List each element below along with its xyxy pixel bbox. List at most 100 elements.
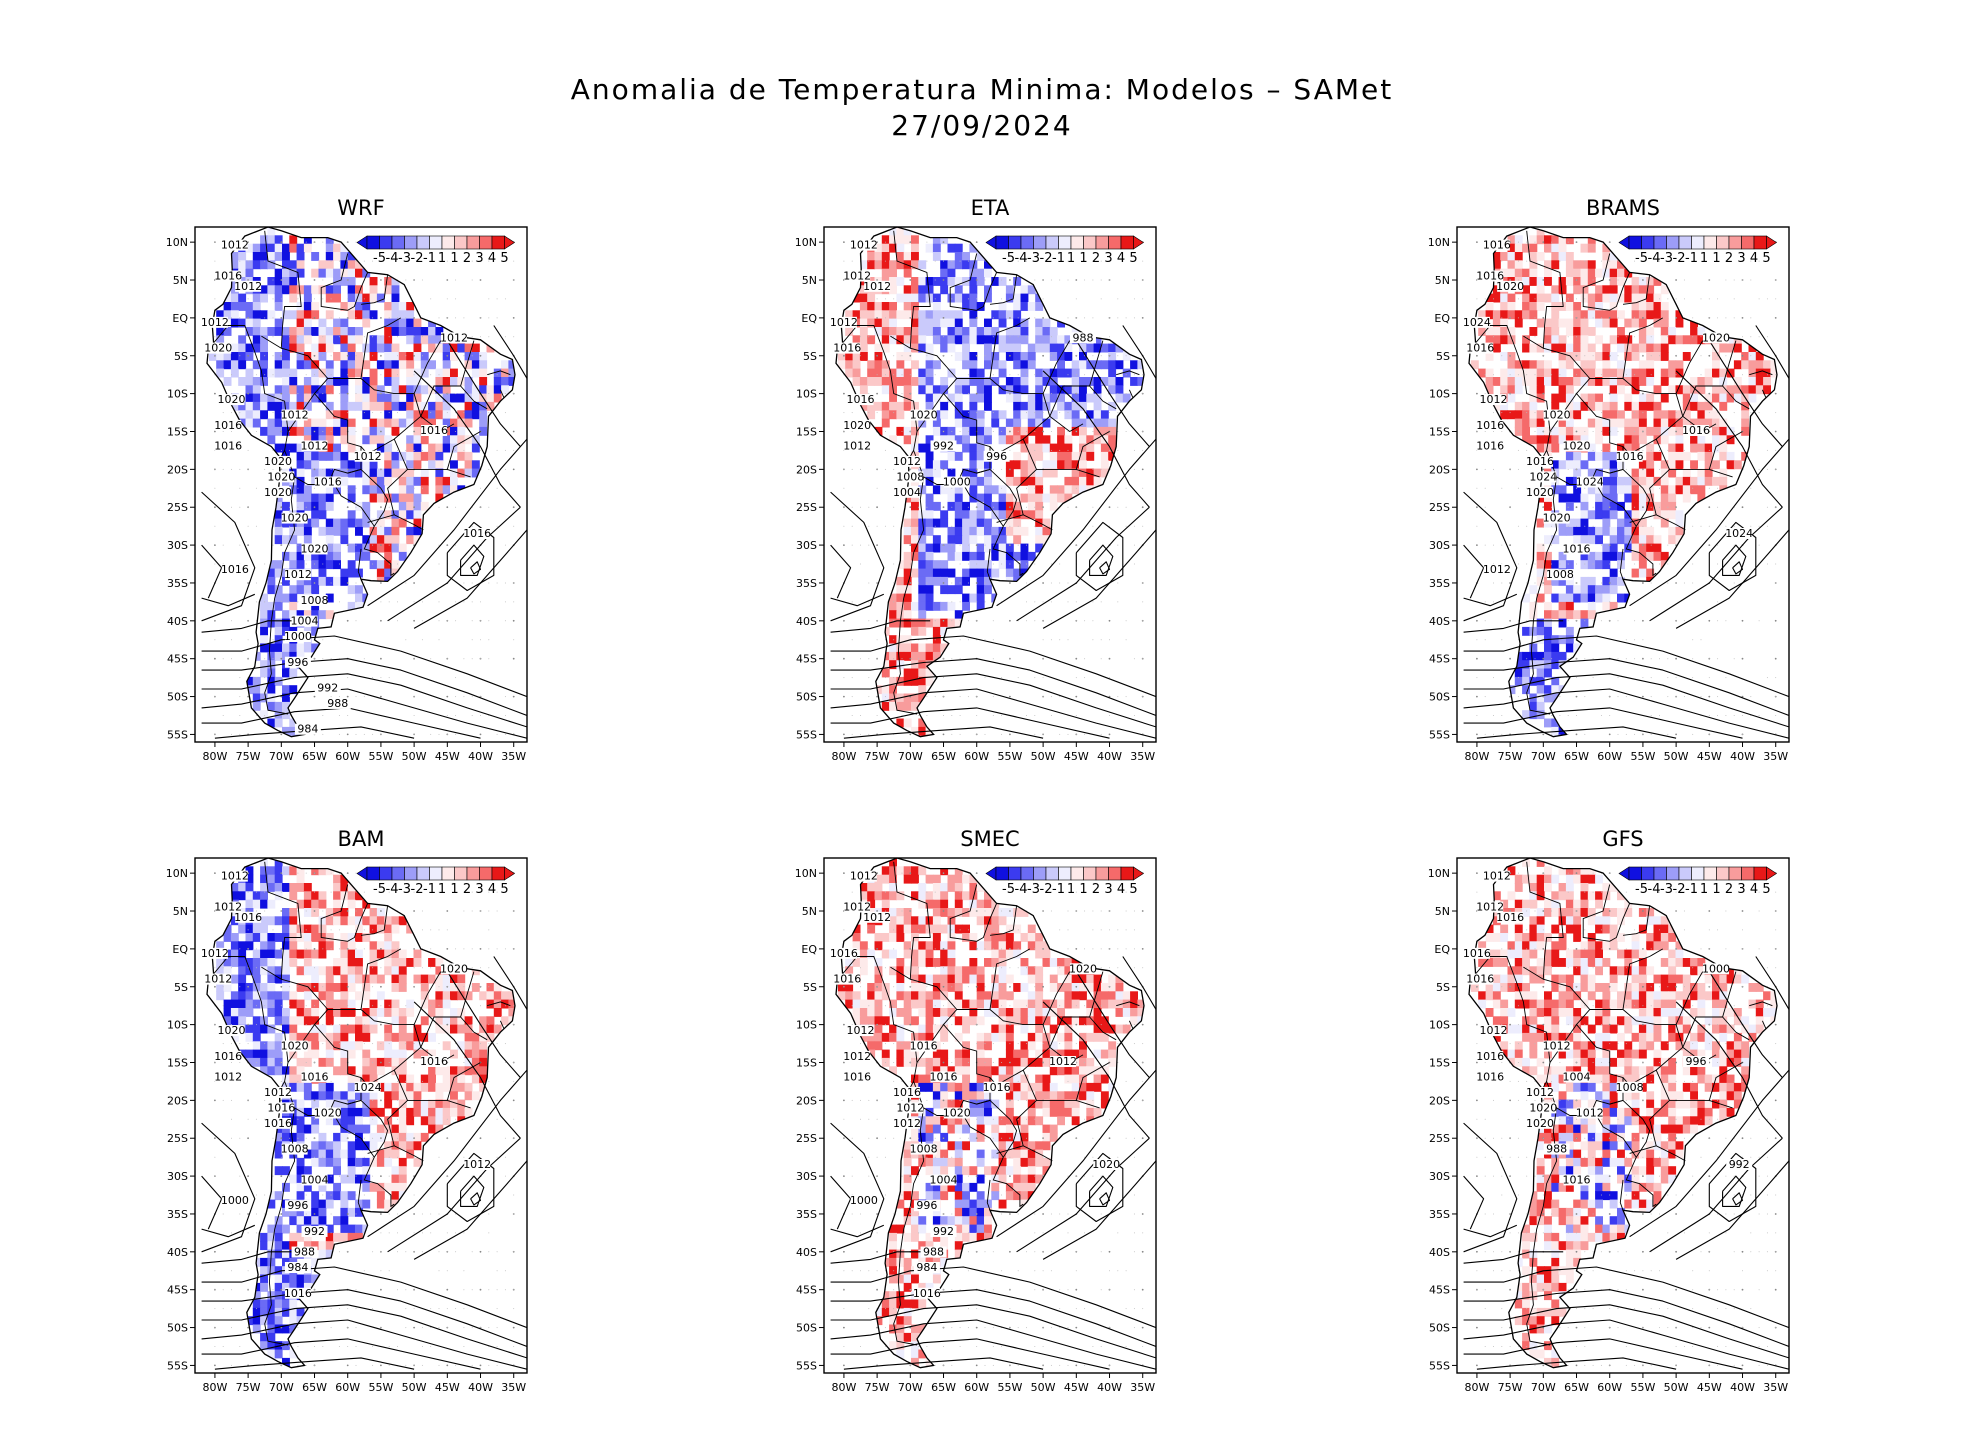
isobar-label: 1020 [264, 455, 292, 468]
colorbar: -5 -4 -3 -2 -1 1 1 2 3 4 5 [985, 235, 1145, 266]
map-panel-bam: BAM1012101210161012101210201020101610121… [166, 827, 528, 1394]
map-panel-wrf: WRF1012101610121012102010201012101610161… [166, 196, 528, 763]
coastline [206, 226, 516, 738]
map-panel-gfs: GFS1012101210161016101610121012101610161… [1428, 827, 1790, 1394]
colorbar-label: 3 [1737, 882, 1745, 897]
colorbar-swatch [404, 866, 418, 881]
colorbar-label: -2 [411, 251, 424, 266]
isobar-label: 1016 [214, 1050, 242, 1063]
isobar-label: 1004 [291, 615, 319, 628]
lat-tick-label: 40S [796, 615, 817, 628]
isobar-lines [830, 325, 1156, 739]
colorbar-label: 1 [438, 882, 446, 897]
lat-tick-label: 5S [1436, 350, 1450, 363]
colorbar-swatch [404, 235, 418, 250]
isobar-label: 988 [923, 1246, 944, 1259]
isobar-label: 1016 [267, 1101, 295, 1114]
isobar-label: 1020 [1543, 409, 1571, 422]
lon-tick-label: 60W [964, 1381, 989, 1394]
isobar-label: 1016 [1483, 239, 1511, 252]
lat-tick-label: 20S [1429, 463, 1450, 476]
colorbar-swatch [1058, 866, 1072, 881]
colorbar-swatch [1008, 235, 1022, 250]
lat-tick-label: 55S [796, 1359, 817, 1372]
lat-tick-label: 20S [167, 1094, 188, 1107]
isobar-label: 1016 [913, 1287, 941, 1300]
lat-tick-label: 40S [167, 1246, 188, 1259]
colorbar-swatch [1095, 235, 1109, 250]
isobar-label: 1000 [284, 630, 312, 643]
colorbar: -5 -4 -3 -2 -1 1 1 2 3 4 5 [356, 866, 516, 897]
colorbar-label: -4 [1648, 251, 1661, 266]
colorbar-label: -3 [1027, 882, 1040, 897]
colorbar-label: -1 [1052, 251, 1065, 266]
isobar-label: 1008 [1616, 1081, 1644, 1094]
isobar-label: 1012 [843, 439, 871, 452]
lon-tick-label: 80W [202, 1381, 227, 1394]
colorbar-swatch [1045, 866, 1059, 881]
panel-title: WRF [337, 196, 384, 220]
isobar-label: 1020 [218, 393, 246, 406]
isobar-label: 1012 [284, 568, 312, 581]
isobar-label: 1020 [1543, 512, 1571, 525]
colorbar-label: 5 [500, 882, 508, 897]
lat-tick-label: 45S [167, 653, 188, 666]
panel-title: SMEC [960, 827, 1019, 851]
isobar-label: 1012 [1480, 393, 1508, 406]
isobar-label: 1020 [1529, 1101, 1557, 1114]
lon-tick-label: 75W [1498, 1381, 1523, 1394]
lat-tick-label: 55S [1429, 728, 1450, 741]
map-frame [1456, 226, 1790, 743]
isobar-label: 992 [933, 439, 954, 452]
colorbar-label: 1 [450, 251, 458, 266]
isobar-label: 1020 [440, 962, 468, 975]
colorbar-swatch [1653, 866, 1667, 881]
isobar-label: 1016 [1476, 1050, 1504, 1063]
isobar-label: 984 [916, 1261, 937, 1274]
country-borders [1475, 230, 1773, 715]
colorbar-swatch [454, 866, 468, 881]
isobar-label: 1016 [1466, 973, 1494, 986]
map-frame [194, 226, 528, 743]
lat-tick-label: 10N [1428, 867, 1450, 880]
colorbar-swatch [1678, 866, 1692, 881]
colorbar-label: -1 [423, 882, 436, 897]
isobar-label: 1016 [833, 973, 861, 986]
lat-tick-label: 5S [174, 981, 188, 994]
colorbar-swatch [454, 235, 468, 250]
lat-tick-label: 10N [166, 867, 188, 880]
lat-tick-label: 10N [795, 867, 817, 880]
colorbar-swatch [379, 866, 393, 881]
isobar-label: 1012 [847, 1024, 875, 1037]
lat-tick-label: EQ [801, 943, 817, 956]
lat-tick-label: 10S [1429, 1019, 1450, 1032]
lon-tick-label: 70W [269, 750, 294, 763]
isobar-label: 1020 [204, 342, 232, 355]
lat-tick-label: 45S [796, 1284, 817, 1297]
lat-tick-label: EQ [1434, 943, 1450, 956]
colorbar-label: -2 [411, 882, 424, 897]
isobar-label: 1012 [863, 280, 891, 293]
colorbar-label: 2 [1092, 882, 1100, 897]
colorbar-swatch [491, 235, 505, 250]
colorbar-label: 1 [1712, 251, 1720, 266]
lat-tick-label: 25S [1429, 1132, 1450, 1145]
isobar-lines [830, 956, 1156, 1370]
isobar-label: 1012 [843, 270, 871, 283]
colorbar-label: -2 [1040, 882, 1053, 897]
colorbar-label: 5 [1762, 882, 1770, 897]
lat-tick-label: 15S [796, 425, 817, 438]
isobar-label: 1016 [910, 1040, 938, 1053]
lon-tick-label: 55W [1630, 1381, 1655, 1394]
colorbar-swatch [1691, 866, 1705, 881]
isobar-label: 1012 [850, 239, 878, 252]
isobar-label: 1012 [201, 316, 229, 329]
colorbar-swatch [1753, 235, 1767, 250]
lon-tick-label: 70W [898, 750, 923, 763]
colorbar-swatch [1033, 235, 1047, 250]
colorbar-label: 4 [1117, 251, 1125, 266]
isobar-label: 1012 [843, 901, 871, 914]
lon-tick-label: 35W [1763, 750, 1788, 763]
isobar-label: 1016 [463, 527, 491, 540]
isobar-lines [201, 956, 527, 1370]
